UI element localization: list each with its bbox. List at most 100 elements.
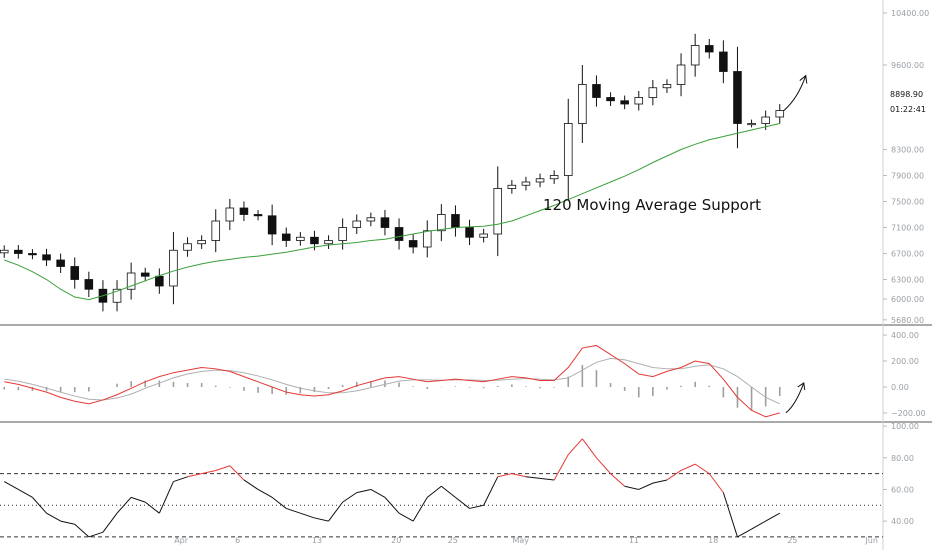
candle-body	[733, 71, 742, 124]
rsi-segment	[243, 479, 259, 490]
rsi-segment	[638, 482, 654, 490]
rsi-segment	[511, 473, 527, 478]
rsi-segment	[286, 507, 301, 514]
price-tick-label: 7900.00	[891, 172, 924, 181]
x-tick-label: 13	[312, 536, 322, 545]
candle-body	[70, 266, 80, 280]
x-tick-label: 25	[448, 536, 458, 545]
candle-body	[507, 184, 517, 189]
rsi-segment	[624, 485, 639, 490]
rsi-segment	[497, 473, 512, 478]
candle-body	[42, 254, 51, 261]
candle-body	[225, 207, 235, 222]
ma120-line	[4, 123, 780, 301]
candle-body	[549, 175, 559, 180]
candle-body	[465, 227, 474, 238]
rsi-segment	[116, 497, 132, 514]
rsi-segment	[173, 476, 188, 483]
rsi-segment	[328, 501, 344, 522]
candle-body	[521, 181, 531, 186]
x-tick-label: May	[512, 536, 529, 545]
rsi-segment	[412, 497, 428, 522]
rsi-segment	[18, 489, 33, 498]
candle-body	[479, 233, 488, 238]
rsi-tick-label: 40.00	[891, 517, 914, 526]
candle-body	[437, 214, 446, 232]
candle-body	[408, 240, 418, 248]
rsi-segment	[300, 512, 315, 519]
rsi-segment	[215, 465, 230, 471]
rsi-segment	[680, 463, 696, 471]
rsi-segment	[469, 504, 484, 509]
rsi-tick-label: 100.00	[891, 422, 919, 431]
price-up-arrowhead	[799, 74, 808, 84]
price-tick-label: 9600.00	[891, 61, 924, 70]
rsi-segment	[370, 489, 386, 498]
macd-signal-line	[4, 357, 780, 405]
candle-body	[296, 236, 305, 241]
rsi-segment	[102, 512, 118, 533]
candle-body	[183, 243, 192, 251]
candle-body	[761, 116, 770, 124]
macd-tick-label: 400.00	[891, 331, 919, 340]
countdown-label: 01:22:41	[890, 105, 926, 114]
candle-body	[197, 240, 206, 245]
rsi-segment	[666, 470, 682, 481]
candle-body	[211, 220, 221, 241]
candle-body	[310, 236, 319, 245]
rsi-segment	[32, 497, 47, 514]
rsi-segment	[130, 496, 146, 503]
candle-body	[578, 84, 587, 124]
candle-body	[394, 227, 404, 241]
rsi-segment	[88, 531, 104, 538]
candle-body	[338, 227, 347, 241]
candle-body	[281, 233, 291, 241]
candle-body	[493, 188, 503, 235]
rsi-segment	[271, 496, 287, 509]
x-tick-label: Jun	[864, 536, 878, 545]
rsi-segment	[483, 476, 499, 506]
rsi-segment	[652, 479, 668, 484]
candle-body	[155, 275, 164, 287]
rsi-segment	[581, 438, 597, 459]
x-tick-label: 11	[629, 536, 639, 545]
rsi-segment	[525, 476, 541, 479]
candle-body	[84, 279, 94, 290]
rsi-segment	[553, 454, 569, 481]
rsi-segment	[229, 465, 245, 481]
rsi-segment	[46, 512, 61, 522]
candle-body	[324, 240, 333, 245]
price-panel	[0, 33, 808, 312]
rsi-segment	[144, 501, 160, 514]
candle-body	[380, 217, 390, 228]
candle-body	[690, 45, 700, 66]
price-tick-label: 8300.00	[891, 146, 924, 155]
rsi-segment	[610, 473, 625, 487]
rsi-segment	[751, 520, 766, 530]
candle-body	[352, 220, 362, 228]
candle-body	[253, 214, 263, 217]
annotation-ma-support: 120 Moving Average Support	[543, 196, 761, 214]
candle-body	[704, 45, 714, 53]
price-tick-label: 7500.00	[891, 198, 924, 207]
x-tick-label: 20	[391, 536, 401, 545]
rsi-segment	[342, 492, 358, 503]
rsi-segment	[694, 463, 710, 475]
macd-tick-label: −200.00	[891, 409, 926, 418]
candle-body	[239, 207, 249, 215]
candle-body	[126, 272, 136, 290]
candle-body	[634, 97, 644, 105]
candle-body	[662, 84, 672, 89]
candle-body	[648, 87, 658, 98]
rsi-segment	[384, 497, 400, 514]
x-tick-label: Apr	[174, 536, 189, 545]
candle-body	[719, 51, 728, 72]
rsi-segment	[201, 469, 216, 475]
macd-up-arrowhead	[797, 382, 806, 390]
candle-body	[606, 97, 615, 102]
rsi-segment	[74, 523, 90, 538]
candle-body	[366, 217, 376, 222]
macd-up-arrow	[785, 382, 805, 414]
